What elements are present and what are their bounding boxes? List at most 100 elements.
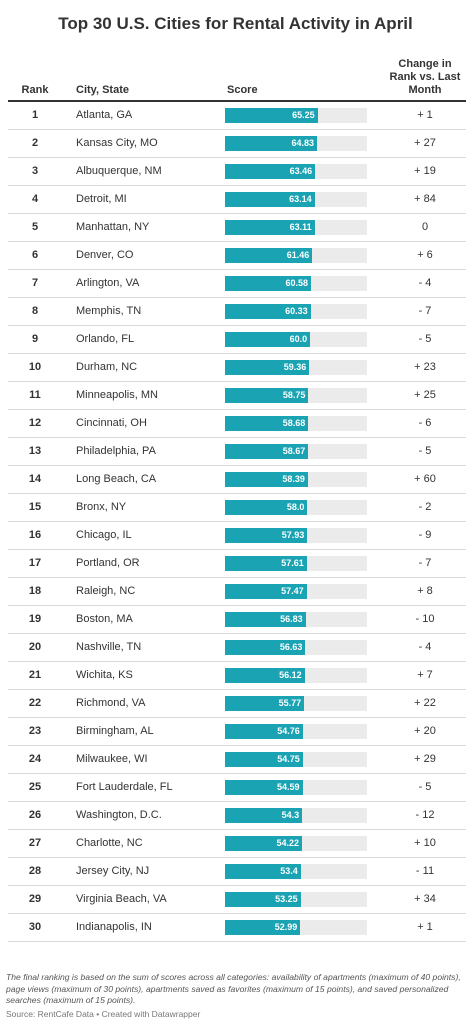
header-change-line-1: Change in xyxy=(398,58,452,70)
score-bar: 53.4 xyxy=(225,864,301,879)
score-label: 59.36 xyxy=(283,362,307,372)
table-row: 2 Kansas City, MO 64.83 + 27 xyxy=(8,130,466,158)
score-bar-track: 57.93 xyxy=(225,528,367,543)
score-label: 57.61 xyxy=(281,558,304,568)
score-label: 54.76 xyxy=(277,726,300,736)
city-cell: Philadelphia, PA xyxy=(76,445,156,457)
table-row: 3 Albuquerque, NM 63.46 + 19 xyxy=(8,158,466,186)
rank-cell: 19 xyxy=(28,613,42,625)
score-bar: 54.76 xyxy=(225,724,303,739)
rank-cell: 22 xyxy=(28,697,42,709)
score-bar: 58.0 xyxy=(225,500,308,515)
rank-cell: 24 xyxy=(28,753,42,765)
rank-cell: 2 xyxy=(31,137,39,149)
rank-change-cell: - 11 xyxy=(415,865,435,877)
city-cell: Manhattan, NY xyxy=(76,221,150,233)
rank-change-cell: - 7 xyxy=(418,557,432,569)
table-row: 19 Boston, MA 56.83 - 10 xyxy=(8,606,466,634)
score-bar-track: 65.25 xyxy=(225,108,367,123)
table-row: 30 Indianapolis, IN 52.99 + 1 xyxy=(8,914,466,942)
score-label: 53.25 xyxy=(275,894,298,904)
score-bar-track: 53.4 xyxy=(225,864,367,879)
score-bar-track: 63.46 xyxy=(225,164,367,179)
rank-cell: 14 xyxy=(28,473,42,485)
score-label: 60.58 xyxy=(285,278,309,288)
table-row: 18 Raleigh, NC 57.47 + 8 xyxy=(8,578,466,606)
score-bar: 58.75 xyxy=(225,388,309,403)
city-cell: Washington, D.C. xyxy=(76,809,162,821)
rank-change-cell: + 20 xyxy=(414,725,436,737)
rank-cell: 13 xyxy=(28,445,42,457)
score-label: 63.14 xyxy=(289,194,312,204)
rank-cell: 4 xyxy=(31,193,39,205)
score-bar: 65.25 xyxy=(225,108,318,123)
score-bar-track: 61.46 xyxy=(225,248,367,263)
header-change-line-2: Rank vs. Last xyxy=(389,71,461,83)
score-bar-track: 57.61 xyxy=(225,556,367,571)
score-label: 65.25 xyxy=(292,110,315,120)
city-cell: Atlanta, GA xyxy=(76,109,133,121)
chart-title: Top 30 U.S. Cities for Rental Activity i… xyxy=(58,14,413,33)
rank-change-cell: 0 xyxy=(421,221,429,233)
score-bar-track: 54.22 xyxy=(225,836,367,851)
score-bar-track: 54.59 xyxy=(225,780,367,795)
city-cell: Raleigh, NC xyxy=(76,585,136,597)
score-label: 57.93 xyxy=(281,530,305,540)
score-bar: 63.14 xyxy=(225,192,315,207)
table-row: 12 Cincinnati, OH 58.68 - 6 xyxy=(8,410,466,438)
rank-change-cell: - 2 xyxy=(418,501,432,513)
rank-change-cell: + 19 xyxy=(414,165,436,177)
score-bar: 58.67 xyxy=(225,444,309,459)
table-row: 14 Long Beach, CA 58.39 + 60 xyxy=(8,466,466,494)
score-bar: 57.93 xyxy=(225,528,308,543)
rank-change-cell: - 5 xyxy=(418,333,432,345)
score-label: 58.75 xyxy=(282,390,306,400)
score-bar: 61.46 xyxy=(225,248,313,263)
score-bar-track: 55.77 xyxy=(225,696,367,711)
table-row: 8 Memphis, TN 60.33 - 7 xyxy=(8,298,466,326)
city-cell: Fort Lauderdale, FL xyxy=(76,781,173,793)
score-label: 63.11 xyxy=(289,222,312,232)
rank-cell: 20 xyxy=(28,641,42,653)
rank-change-cell: - 5 xyxy=(418,781,432,793)
rank-cell: 15 xyxy=(28,501,42,513)
rank-change-cell: + 22 xyxy=(414,697,436,709)
table-row: 5 Manhattan, NY 63.11 0 xyxy=(8,214,466,242)
table-row: 29 Virginia Beach, VA 53.25 + 34 xyxy=(8,886,466,914)
header-city: City, State xyxy=(76,84,129,96)
rank-cell: 8 xyxy=(31,305,39,317)
rank-cell: 26 xyxy=(28,809,42,821)
city-cell: Nashville, TN xyxy=(76,641,142,653)
score-label: 55.77 xyxy=(278,698,302,708)
header-change-line-3: Month xyxy=(408,84,442,96)
table-row: 7 Arlington, VA 60.58 - 4 xyxy=(8,270,466,298)
table-row: 22 Richmond, VA 55.77 + 22 xyxy=(8,690,466,718)
city-cell: Milwaukee, WI xyxy=(76,753,148,765)
score-label: 54.3 xyxy=(281,810,300,820)
score-bar-track: 58.67 xyxy=(225,444,367,459)
score-bar-track: 64.83 xyxy=(225,136,367,151)
score-bar-track: 56.63 xyxy=(225,640,367,655)
score-bar-track: 60.58 xyxy=(225,276,367,291)
table-row: 4 Detroit, MI 63.14 + 84 xyxy=(8,186,466,214)
score-bar: 63.46 xyxy=(225,164,316,179)
table-row: 11 Minneapolis, MN 58.75 + 25 xyxy=(8,382,466,410)
table-row: 10 Durham, NC 59.36 + 23 xyxy=(8,354,466,382)
rank-change-cell: - 7 xyxy=(418,305,432,317)
table-row: 23 Birmingham, AL 54.76 + 20 xyxy=(8,718,466,746)
rank-change-cell: + 34 xyxy=(414,893,436,905)
city-cell: Portland, OR xyxy=(76,557,140,569)
table-row: 1 Atlanta, GA 65.25 + 1 xyxy=(8,102,466,130)
rank-cell: 28 xyxy=(28,865,42,877)
rank-change-cell: + 7 xyxy=(417,669,433,681)
rank-change-cell: - 10 xyxy=(415,613,435,625)
rank-cell: 29 xyxy=(28,893,42,905)
city-cell: Jersey City, NJ xyxy=(76,865,150,877)
rank-cell: 16 xyxy=(28,529,42,541)
rank-change-cell: + 25 xyxy=(414,389,436,401)
score-label: 64.83 xyxy=(291,138,315,148)
rank-change-cell: + 6 xyxy=(417,249,433,261)
source-line: Source: RentCafe Data • Created with Dat… xyxy=(6,1009,201,1019)
rank-cell: 10 xyxy=(28,361,42,373)
score-bar-track: 58.0 xyxy=(225,500,367,515)
